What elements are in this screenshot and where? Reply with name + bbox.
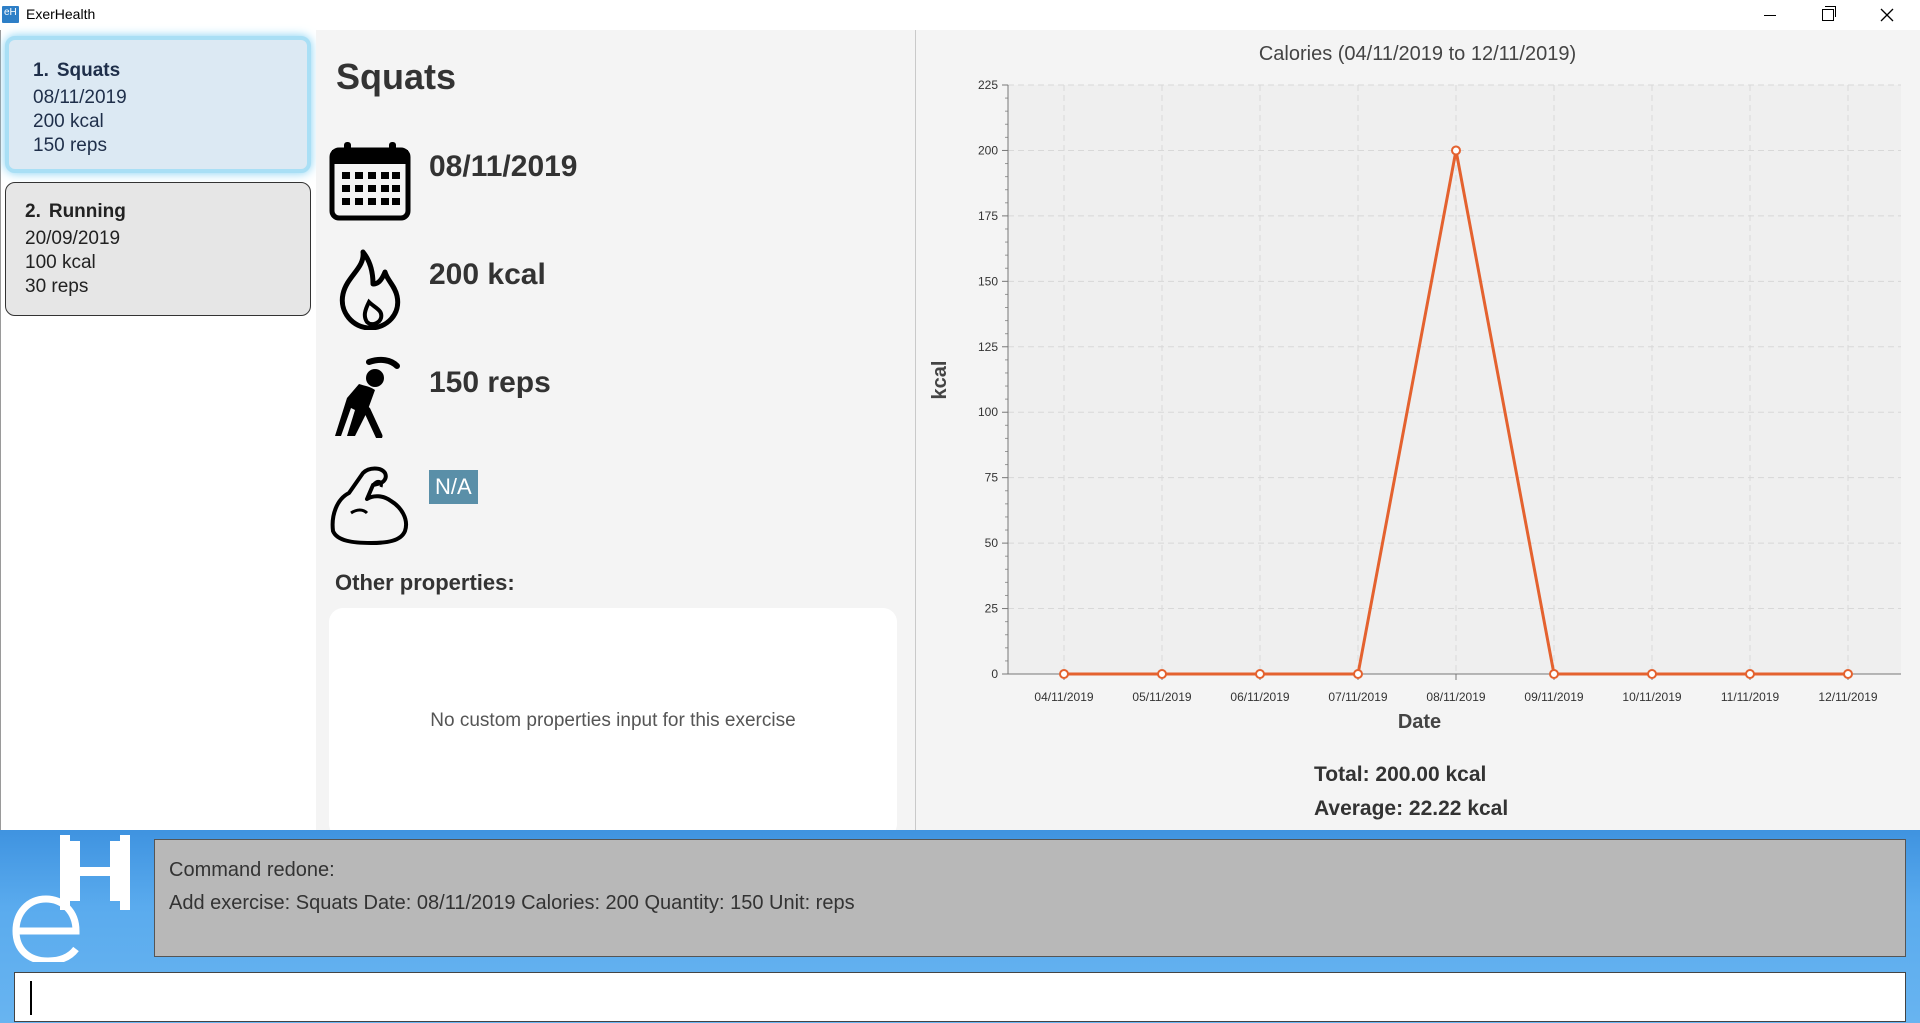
y-tick-label: 25 — [985, 602, 999, 616]
x-tick-label: 08/11/2019 — [1426, 690, 1485, 704]
muscle-arm-icon — [330, 466, 408, 545]
data-point — [1255, 669, 1265, 679]
exercise-card-running[interactable]: 2. Running 20/09/2019 100 kcal 30 reps — [5, 182, 311, 316]
x-tick-label: 04/11/2019 — [1034, 690, 1093, 704]
exercise-card-date: 20/09/2019 — [25, 228, 121, 249]
x-tick-label: 10/11/2019 — [1622, 690, 1681, 704]
data-point — [1843, 669, 1853, 679]
exercise-card-calories: 200 kcal — [33, 111, 104, 132]
calories-chart-panel: 0 25 50 75 100 125 150 175 200 225 04/11/2019 05/11… — [916, 30, 1920, 830]
custom-properties-box: No custom properties input for this exer… — [329, 608, 897, 838]
data-point — [1451, 145, 1461, 156]
main-area: 1. Squats 08/11/2019 200 kcal 150 reps 2.… — [0, 30, 1920, 838]
x-tick-label: 06/11/2019 — [1230, 690, 1289, 704]
app-icon — [2, 6, 19, 23]
data-point — [1157, 669, 1167, 679]
exercise-list: 1. Squats 08/11/2019 200 kcal 150 reps 2.… — [1, 30, 317, 830]
exercise-card-date: 08/11/2019 — [33, 87, 127, 108]
exercise-detail-panel: Squats 08/11/2019 200 kcal 150 reps — [316, 30, 916, 838]
restore-icon — [1822, 6, 1836, 21]
y-tick-label: 0 — [991, 667, 998, 681]
minimize-icon — [1764, 14, 1776, 16]
data-point — [1549, 669, 1559, 679]
y-tick-label: 150 — [978, 274, 998, 288]
text-caret — [30, 981, 32, 1015]
exercise-date: 08/11/2019 — [429, 150, 578, 183]
title-bar: ExerHealth — [0, 0, 1920, 30]
y-tick-label: 225 — [978, 78, 998, 92]
exercise-calories: 200 kcal — [429, 258, 546, 291]
y-axis-label: kcal — [929, 361, 951, 400]
x-tick-label: 09/11/2019 — [1524, 690, 1583, 704]
exercise-card-squats[interactable]: 1. Squats 08/11/2019 200 kcal 150 reps — [5, 36, 311, 173]
y-tick-label: 200 — [978, 143, 998, 157]
calendar-icon — [329, 142, 411, 221]
exercise-card-calories: 100 kcal — [25, 252, 96, 273]
chart-title: Calories (04/11/2019 to 12/11/2019) — [1259, 43, 1576, 65]
window-title: ExerHealth — [26, 6, 96, 22]
exercise-card-title: 1. Squats — [33, 60, 121, 81]
y-tick-label: 125 — [978, 340, 998, 354]
result-line-1: Command redone: — [169, 859, 335, 881]
calories-chart: 0 25 50 75 100 125 150 175 200 225 04/11/2019 05/11… — [929, 43, 1901, 733]
data-point — [1059, 669, 1069, 679]
x-axis-label: Date — [1398, 711, 1441, 733]
exercise-name-heading: Squats — [336, 56, 457, 97]
y-tick-label: 50 — [985, 536, 999, 550]
other-properties-label: Other properties: — [335, 570, 515, 595]
custom-properties-empty-text: No custom properties input for this exer… — [430, 710, 796, 731]
exerhealth-logo — [12, 835, 130, 962]
result-line-2: Add exercise: Squats Date: 08/11/2019 Ca… — [169, 892, 855, 914]
x-tick-label: 12/11/2019 — [1818, 690, 1877, 704]
close-icon — [1880, 8, 1894, 22]
data-point — [1647, 669, 1657, 679]
restore-button[interactable] — [1805, 0, 1851, 30]
y-tick-label: 175 — [978, 209, 998, 223]
x-tick-label: 05/11/2019 — [1132, 690, 1191, 704]
close-button[interactable] — [1864, 0, 1910, 30]
data-point — [1745, 669, 1755, 679]
y-tick-label: 100 — [978, 405, 998, 419]
flame-icon — [339, 249, 401, 330]
minimize-button[interactable] — [1747, 0, 1793, 30]
exercise-card-quantity: 150 reps — [33, 135, 107, 156]
data-point — [1353, 669, 1363, 679]
plot-area — [1008, 85, 1901, 674]
exercise-quantity: 150 reps — [429, 366, 551, 399]
total-calories: Total: 200.00 kcal — [1314, 763, 1487, 786]
command-input[interactable] — [14, 972, 1906, 1022]
command-area: Command redone: Add exercise: Squats Dat… — [0, 830, 1920, 1023]
exercise-card-title: 2. Running — [25, 201, 126, 222]
y-tick-label: 75 — [985, 471, 999, 485]
result-display: Command redone: Add exercise: Squats Dat… — [154, 839, 1906, 957]
exercise-card-quantity: 30 reps — [25, 276, 89, 297]
x-tick-label: 07/11/2019 — [1328, 690, 1387, 704]
muscle-tag: N/A — [429, 470, 478, 504]
stretching-person-icon — [335, 356, 400, 438]
average-calories: Average: 22.22 kcal — [1314, 797, 1509, 820]
x-tick-label: 11/11/2019 — [1721, 690, 1780, 704]
